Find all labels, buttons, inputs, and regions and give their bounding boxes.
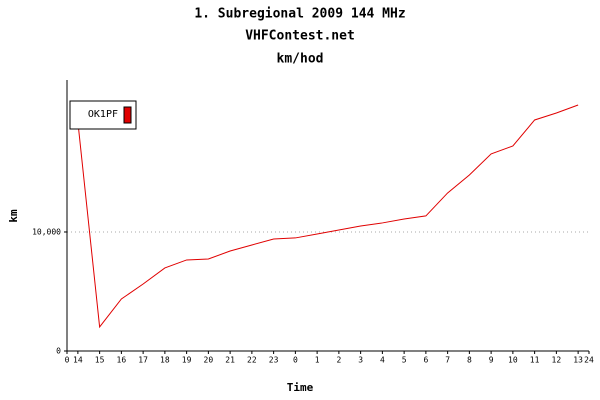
x-tick-label: 20 [204, 356, 214, 365]
x-tick-label: 5 [402, 356, 407, 365]
x-tick-label: 0 [65, 356, 70, 365]
x-tick-label: 24 [584, 356, 594, 365]
x-tick-label: 14 [73, 356, 83, 365]
x-tick-label: 4 [380, 356, 385, 365]
x-tick-label: 3 [358, 356, 363, 365]
x-tick-label: 17 [138, 356, 148, 365]
x-tick-label: 11 [530, 356, 540, 365]
x-tick-label: 22 [247, 356, 257, 365]
x-tick-label: 8 [467, 356, 472, 365]
chart-subtitle: VHFContest.net [245, 29, 355, 44]
x-tick-label: 7 [445, 356, 450, 365]
x-tick-label: 23 [269, 356, 279, 365]
x-tick-label: 10 [508, 356, 518, 365]
x-tick-label: 12 [552, 356, 562, 365]
x-tick-label: 0 [293, 356, 298, 365]
y-axis-label: km [7, 209, 20, 223]
chart-title: 1. Subregional 2009 144 MHz [194, 7, 405, 22]
x-tick-label: 18 [160, 356, 170, 365]
x-tick-label: 19 [182, 356, 192, 365]
legend-swatch [123, 106, 132, 124]
x-axis-label: Time [287, 381, 314, 394]
series-line [77, 104, 579, 329]
unit-title: km/hod [277, 52, 324, 67]
x-tick-label: 6 [423, 356, 428, 365]
legend-label: OK1PF [88, 109, 118, 120]
x-tick-label: 13 [573, 356, 583, 365]
x-tick-label: 21 [225, 356, 235, 365]
x-tick-label: 2 [336, 356, 341, 365]
x-tick-label: 15 [95, 356, 105, 365]
x-tick-label: 16 [117, 356, 127, 365]
y-tick-label: 0 [56, 347, 61, 356]
x-tick-label: 9 [489, 356, 494, 365]
y-tick-label: 10,000 [32, 227, 61, 236]
x-tick-label: 1 [315, 356, 320, 365]
